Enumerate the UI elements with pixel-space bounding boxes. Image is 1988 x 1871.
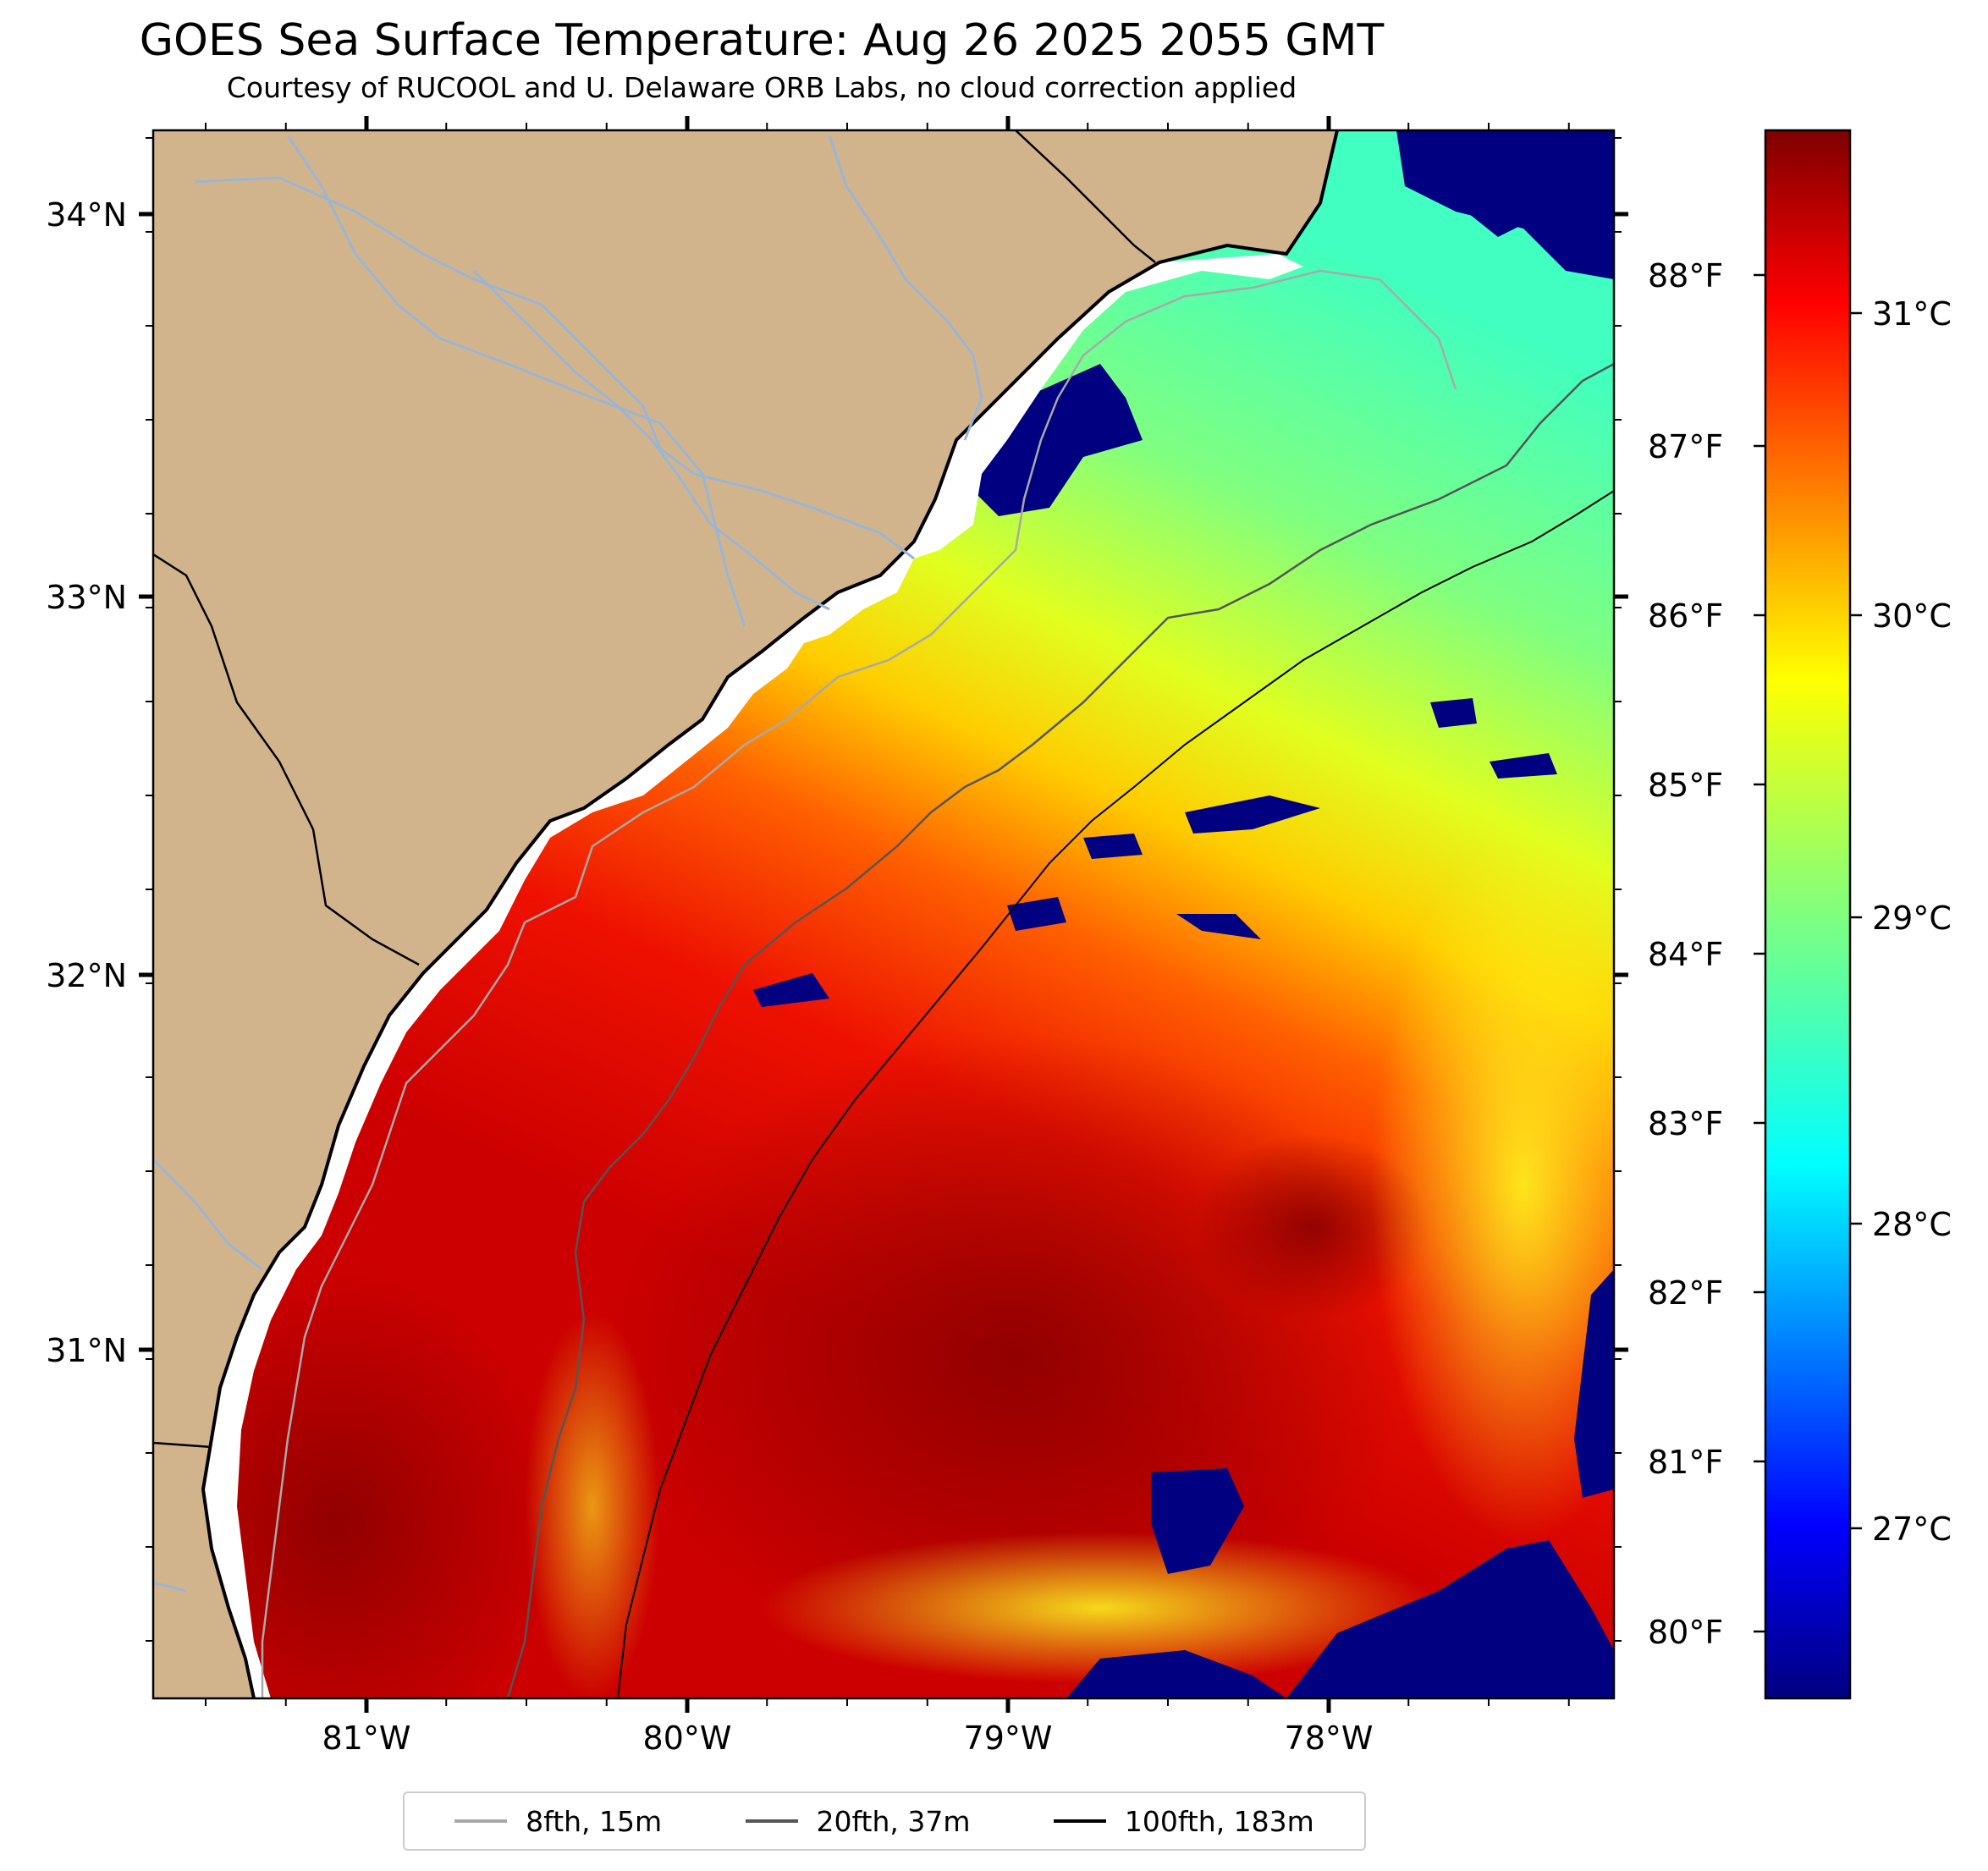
state-boundary-ga-fl bbox=[153, 1441, 212, 1449]
map-title: GOES Sea Surface Temperature: Aug 26 202… bbox=[139, 15, 1385, 66]
legend-swatch-20fth bbox=[745, 1819, 798, 1823]
cbar-label-85f: 85°F bbox=[1648, 767, 1723, 804]
lat-label-31n: 31°N bbox=[46, 1332, 127, 1369]
cbar-label-84f: 84°F bbox=[1648, 936, 1723, 973]
cbar-label-31c: 31°C bbox=[1872, 295, 1952, 333]
yellow-band-south bbox=[762, 1532, 1439, 1684]
lon-label-80w: 80°W bbox=[643, 1720, 732, 1757]
legend-label-100fth: 100fth, 183m bbox=[1124, 1804, 1314, 1838]
lat-label-34n: 34°N bbox=[46, 196, 127, 234]
lon-label-78w: 78°W bbox=[1285, 1720, 1374, 1757]
contour-100fth bbox=[617, 490, 1614, 1698]
contour-legend: 8fth, 15m 20fth, 37m 100fth, 183m bbox=[403, 1791, 1366, 1851]
minor-ticks bbox=[146, 123, 1622, 1706]
contour-20fth bbox=[506, 362, 1614, 1698]
legend-swatch-100fth bbox=[1053, 1819, 1106, 1823]
cbar-label-87f: 87°F bbox=[1648, 428, 1723, 465]
cbar-label-86f: 86°F bbox=[1648, 597, 1723, 635]
lat-label-32n: 32°N bbox=[46, 957, 127, 994]
legend-item-100fth: 100fth, 183m bbox=[1053, 1804, 1314, 1838]
rivers bbox=[153, 135, 983, 1593]
coastal-gap bbox=[203, 254, 1303, 1698]
legend-label-20fth: 20fth, 37m bbox=[816, 1804, 971, 1838]
legend-item-8fth: 8fth, 15m bbox=[454, 1805, 662, 1838]
cbar-label-81f: 81°F bbox=[1648, 1444, 1723, 1481]
map-subtitle: Courtesy of RUCOOL and U. Delaware ORB L… bbox=[226, 71, 1297, 104]
cbar-label-27c: 27°C bbox=[1872, 1511, 1952, 1548]
coastline bbox=[201, 130, 1339, 1698]
warm-core-south bbox=[153, 1269, 559, 1698]
cbar-label-83f: 83°F bbox=[1648, 1105, 1723, 1142]
cbar-label-29c: 29°C bbox=[1872, 900, 1952, 937]
legend-label-8fth: 8fth, 15m bbox=[526, 1804, 663, 1838]
cbar-label-80f: 80°F bbox=[1648, 1614, 1723, 1651]
yellow-filament bbox=[525, 1312, 660, 1698]
cbar-label-28c: 28°C bbox=[1872, 1206, 1952, 1243]
lat-label-33n: 33°N bbox=[46, 579, 127, 616]
map-area bbox=[153, 130, 1614, 1698]
cloud-mask bbox=[753, 130, 1614, 1698]
warm-eddy bbox=[1193, 1134, 1430, 1320]
land bbox=[153, 130, 1337, 1698]
colorbar-ticks bbox=[1754, 273, 1862, 1633]
cbar-label-82f: 82°F bbox=[1648, 1274, 1723, 1312]
map-frame bbox=[151, 129, 1616, 1700]
colorbar: 31°C 30°C 29°C 28°C 27°C 88°F 87°F 86°F … bbox=[1648, 129, 1952, 1700]
legend-swatch-8fth bbox=[454, 1819, 508, 1823]
state-boundary-sc-ga bbox=[153, 553, 420, 966]
state-boundary-nc-sc bbox=[1015, 130, 1156, 263]
lon-labels: 81°W 80°W 79°W 78°W bbox=[322, 1720, 1374, 1757]
cbar-label-30c: 30°C bbox=[1872, 597, 1952, 635]
colorbar-gradient bbox=[1764, 129, 1852, 1700]
lat-labels: 34°N 33°N 32°N 31°N bbox=[46, 196, 127, 1369]
contour-8fth bbox=[261, 269, 1457, 1698]
cbar-label-88f: 88°F bbox=[1648, 257, 1723, 294]
legend-item-20fth: 20fth, 37m bbox=[745, 1804, 971, 1838]
lon-label-81w: 81°W bbox=[322, 1720, 411, 1757]
lon-label-79w: 79°W bbox=[964, 1720, 1053, 1757]
yellow-band-east bbox=[1371, 829, 1614, 1540]
